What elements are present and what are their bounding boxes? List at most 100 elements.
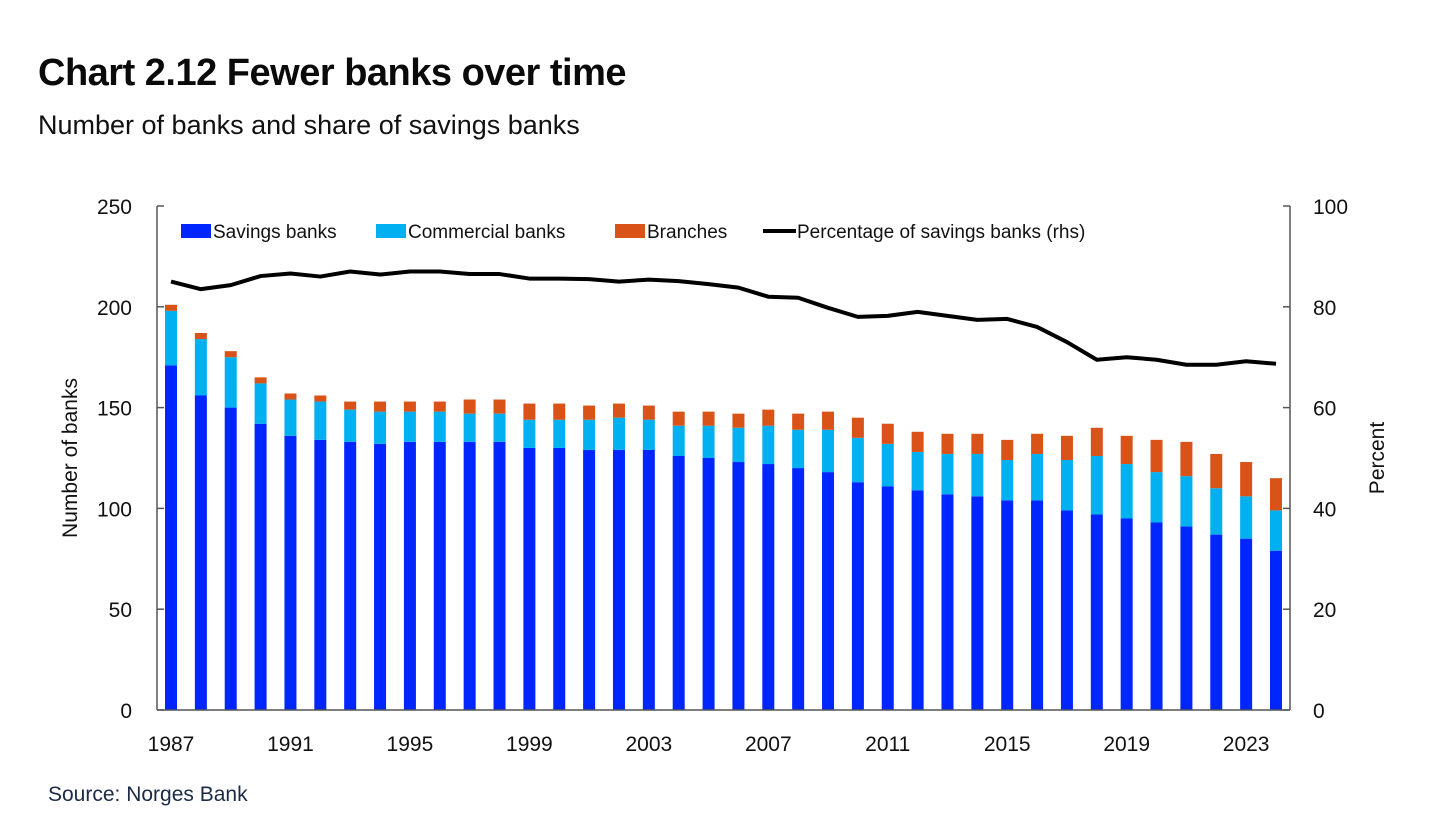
y-tick-label-left: 100 — [97, 498, 132, 521]
x-tick-label: 1999 — [506, 733, 553, 756]
bar-savings-1995 — [403, 441, 416, 710]
bar-commercial-1988 — [194, 339, 207, 396]
bar-savings-2003 — [642, 449, 655, 710]
x-tick-label: 1995 — [387, 733, 434, 756]
bar-savings-2019 — [1120, 518, 1133, 710]
bar-commercial-1989 — [224, 357, 237, 408]
bar-branches-1990 — [254, 377, 267, 384]
bar-savings-2005 — [702, 458, 715, 710]
y-tick-label-left: 50 — [109, 599, 132, 622]
bar-commercial-2007 — [762, 425, 775, 465]
bar-savings-2007 — [762, 464, 775, 710]
y-tick-label-right: 60 — [1313, 398, 1336, 421]
bar-commercial-2011 — [881, 443, 894, 487]
bar-savings-2010 — [851, 482, 864, 710]
legend-swatch-branches — [615, 224, 645, 238]
legend-label-savings: Savings banks — [213, 222, 337, 243]
bar-branches-2009 — [822, 411, 835, 430]
legend: Savings banks Commercial banks Branches … — [181, 222, 1085, 243]
x-tick-label: 2015 — [984, 733, 1031, 756]
bar-savings-2020 — [1150, 522, 1163, 710]
x-tick-label: 2019 — [1103, 733, 1150, 756]
bar-branches-2007 — [762, 409, 775, 426]
bar-branches-2022 — [1210, 453, 1223, 489]
bar-commercial-2022 — [1210, 488, 1223, 535]
bar-savings-2000 — [553, 447, 566, 710]
bar-savings-2009 — [822, 472, 835, 710]
bar-commercial-2002 — [612, 417, 625, 450]
bar-branches-2014 — [971, 433, 984, 454]
y-axis-title-left: Number of banks — [59, 378, 82, 538]
bar-savings-1990 — [254, 423, 267, 710]
bar-commercial-1990 — [254, 383, 267, 424]
bar-savings-2022 — [1210, 534, 1223, 710]
bars-layer — [165, 304, 1282, 710]
bar-branches-2017 — [1060, 435, 1073, 461]
legend-label-branches: Branches — [647, 222, 727, 243]
bar-savings-2001 — [583, 449, 596, 710]
bar-commercial-2015 — [1001, 460, 1014, 501]
bar-savings-1996 — [433, 441, 446, 710]
bar-commercial-2013 — [941, 453, 954, 495]
x-tick-label: 1987 — [148, 733, 195, 756]
line-layer — [170, 269, 1277, 367]
bar-commercial-2023 — [1240, 496, 1253, 539]
line-percentage-savings-banks — [170, 269, 1277, 367]
bar-branches-2012 — [911, 431, 924, 452]
bar-commercial-2018 — [1090, 455, 1103, 515]
bar-commercial-1995 — [403, 411, 416, 442]
y-tick-label-right: 20 — [1313, 599, 1336, 622]
bar-savings-2015 — [1001, 500, 1014, 710]
bar-commercial-2009 — [822, 429, 835, 473]
source-note: Source: Norges Bank — [48, 783, 248, 806]
chart-title: Chart 2.12 Fewer banks over time — [38, 52, 627, 94]
bar-savings-2014 — [971, 496, 984, 710]
y-tick-label-left: 150 — [97, 398, 132, 421]
bar-branches-2023 — [1240, 462, 1253, 497]
bar-savings-2016 — [1031, 500, 1044, 710]
bar-savings-1992 — [314, 439, 327, 710]
bar-savings-2008 — [792, 468, 805, 710]
x-tick-label: 2007 — [745, 733, 792, 756]
bar-branches-2018 — [1090, 427, 1103, 456]
bar-commercial-2014 — [971, 453, 984, 497]
y-tick-label-left: 250 — [97, 196, 132, 219]
bar-savings-1997 — [463, 441, 476, 710]
bar-commercial-2001 — [583, 419, 596, 450]
bar-branches-2002 — [612, 403, 625, 418]
bar-savings-2018 — [1090, 514, 1103, 710]
bar-branches-2011 — [881, 423, 894, 444]
bar-savings-1998 — [493, 441, 506, 710]
y-tick-label-right: 0 — [1313, 700, 1325, 723]
bar-commercial-2003 — [642, 419, 655, 450]
y-tick-label-right: 100 — [1313, 196, 1348, 219]
bar-branches-2000 — [553, 403, 566, 420]
bar-commercial-1999 — [523, 419, 536, 448]
bar-branches-1987 — [165, 304, 177, 311]
bar-commercial-2017 — [1060, 460, 1073, 511]
legend-swatch-savings — [181, 224, 211, 238]
x-tick-label: 2023 — [1223, 733, 1270, 756]
bar-branches-2021 — [1180, 441, 1193, 477]
bar-commercial-2008 — [792, 429, 805, 469]
bar-branches-1997 — [463, 399, 476, 414]
bar-savings-2017 — [1060, 510, 1073, 710]
bar-branches-2019 — [1120, 435, 1133, 465]
legend-swatch-commercial — [376, 224, 406, 238]
bar-savings-2004 — [672, 455, 685, 710]
axes-layer: 0 50 100 150 200 250 0 20 40 60 80 100 1987 1991 1995 1… — [97, 196, 1348, 756]
bar-branches-2001 — [583, 405, 596, 420]
bar-savings-1988 — [194, 395, 207, 710]
bar-branches-1996 — [433, 401, 446, 412]
bar-commercial-1992 — [314, 401, 327, 440]
bar-commercial-2016 — [1031, 453, 1044, 501]
bar-commercial-2012 — [911, 451, 924, 491]
bar-branches-2015 — [1001, 439, 1014, 461]
bar-commercial-1991 — [284, 399, 297, 436]
bar-savings-2023 — [1240, 538, 1253, 710]
bar-savings-2021 — [1180, 526, 1193, 710]
bar-branches-2003 — [642, 405, 655, 420]
bar-branches-1991 — [284, 393, 297, 400]
bar-branches-2024 — [1270, 478, 1282, 511]
